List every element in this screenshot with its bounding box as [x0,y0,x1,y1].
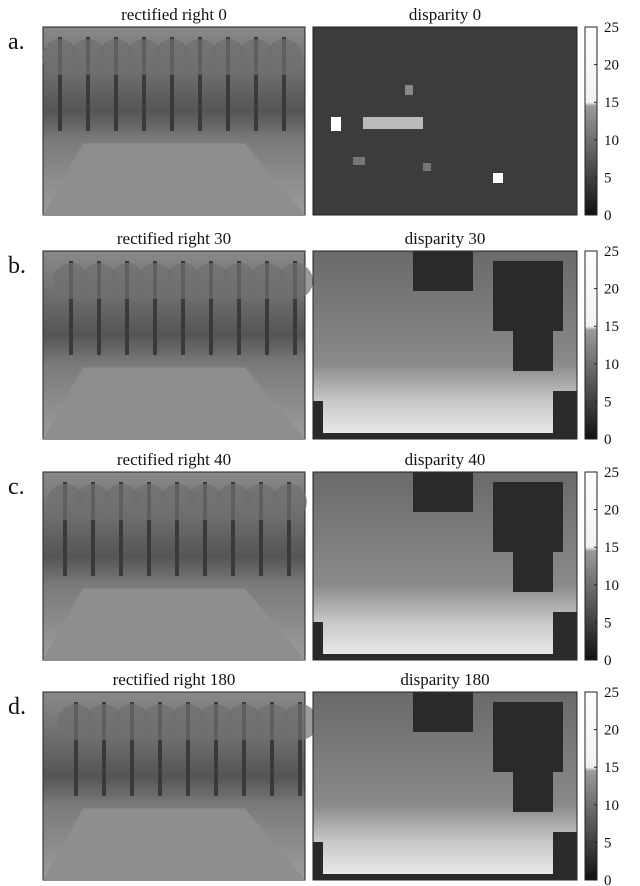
colorbar-tick-label: 10 [604,357,619,373]
colorbar-tick-label: 5 [604,835,612,851]
disparity-image [313,27,577,215]
colorbar-tick-label: 0 [604,873,612,886]
colorbar-tick-label: 10 [604,578,619,594]
colorbar-tick-label: 25 [604,465,619,481]
colorbar-tick-label: 20 [604,503,619,519]
colorbar [585,692,597,880]
disparity-blob [493,173,503,183]
disparity-blob [331,117,341,131]
panel-label: b. [8,253,26,279]
invalid-bottom [313,654,577,660]
disparity-blob [363,117,423,129]
invalid-bottom [313,433,577,439]
image-title: rectified right 30 [117,229,231,248]
foliage [266,39,302,75]
image-title: disparity 180 [400,670,489,689]
colorbar-tick-label: 10 [604,133,619,149]
colorbar [585,251,597,439]
image-title: disparity 30 [405,229,486,248]
invalid-region [553,832,577,880]
colorbar-tick-label: 25 [604,244,619,260]
colorbar-tick-label: 15 [604,540,619,556]
invalid-region [513,532,553,592]
invalid-region [513,752,553,812]
image-title: disparity 40 [405,450,486,469]
colorbar-tick-label: 15 [604,95,619,111]
colorbar-tick-label: 20 [604,723,619,739]
colorbar-tick-label: 25 [604,685,619,701]
colorbar [585,27,597,215]
image-title: disparity 0 [409,5,481,24]
colorbar-tick-label: 5 [604,615,612,631]
image-title: rectified right 40 [117,450,231,469]
image-title: rectified right 180 [113,670,236,689]
panel-label: c. [8,474,25,500]
panel-label: d. [8,694,26,720]
disparity-blob [353,157,365,165]
disparity-blob [405,85,413,95]
colorbar-tick-label: 10 [604,798,619,814]
invalid-region [413,472,473,512]
invalid-region [513,311,553,371]
colorbar-tick-label: 15 [604,760,619,776]
figure: a. rectified right 0 disparity 0 0 5 10 15 20 25… [0,0,640,886]
invalid-region [413,251,473,291]
invalid-bottom [313,874,577,880]
foliage [277,263,313,299]
colorbar-tick-label: 25 [604,20,619,36]
invalid-region [553,612,577,660]
invalid-region [413,692,473,732]
panel-label: a. [8,29,25,55]
foliage [271,484,307,520]
colorbar-tick-label: 0 [604,432,612,448]
colorbar-tick-label: 5 [604,394,612,410]
colorbar-tick-label: 0 [604,653,612,669]
colorbar-tick-label: 0 [604,208,612,224]
invalid-region [553,391,577,439]
colorbar-tick-label: 5 [604,170,612,186]
disparity-blob [423,163,431,171]
colorbar-tick-label: 20 [604,58,619,74]
image-title: rectified right 0 [121,5,227,24]
colorbar [585,472,597,660]
colorbar-tick-label: 15 [604,319,619,335]
colorbar-tick-label: 20 [604,282,619,298]
